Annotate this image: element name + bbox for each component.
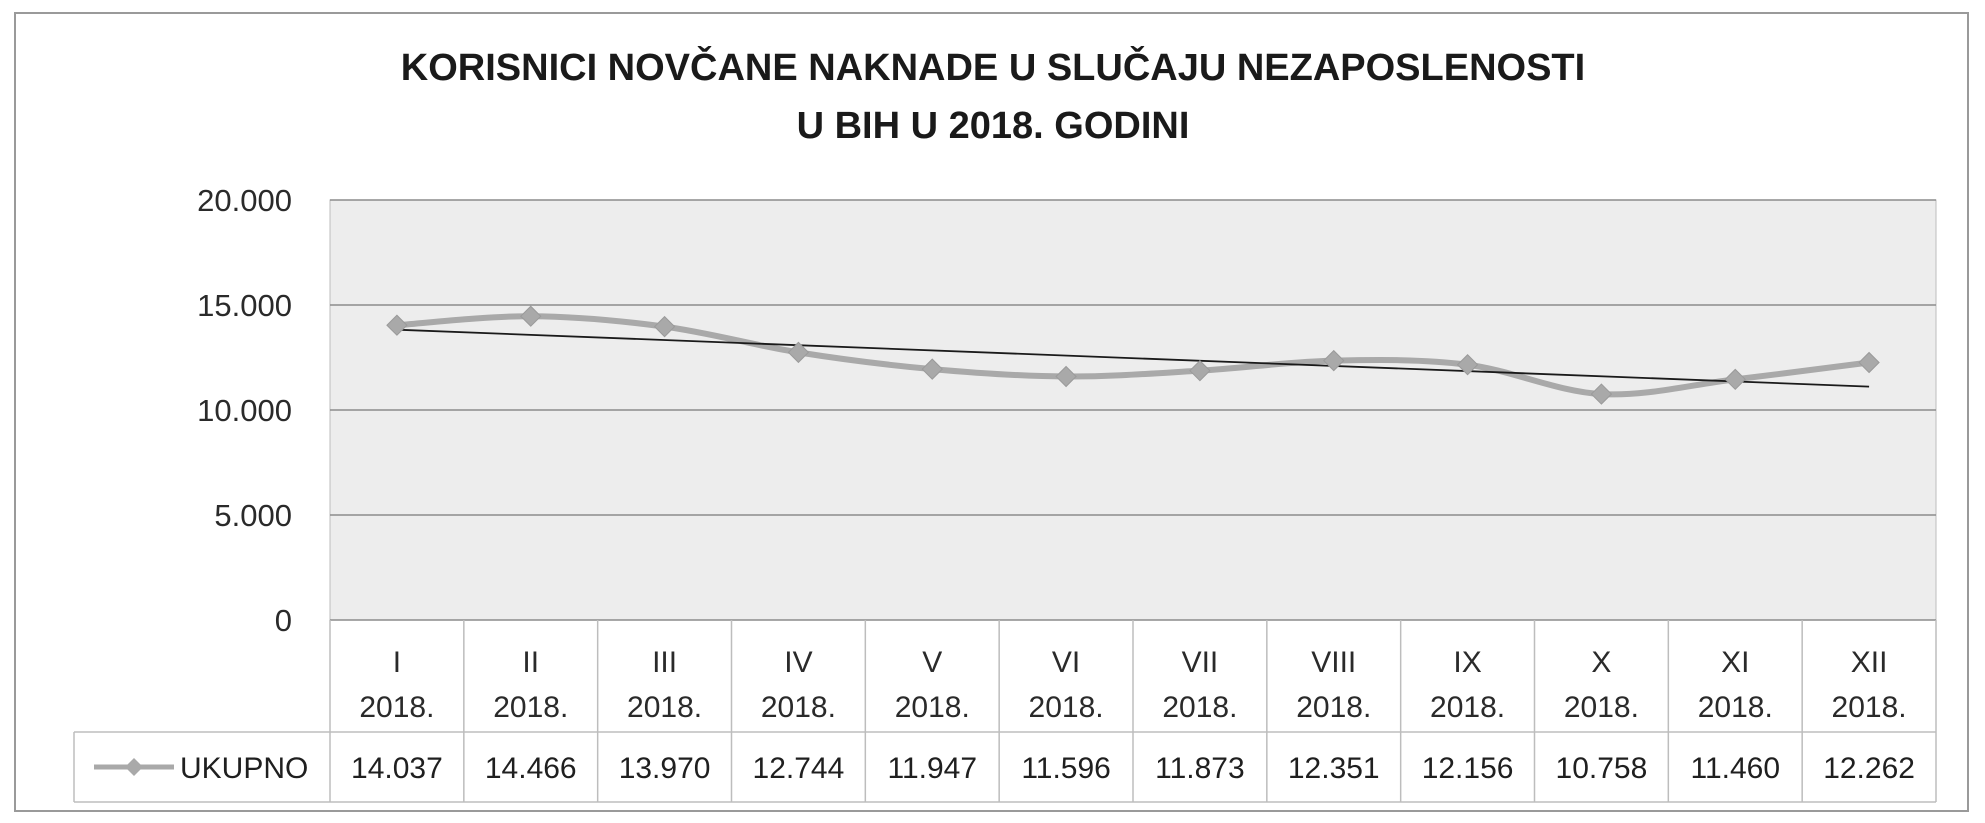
table-value: 12.744 (753, 752, 845, 785)
table-value: 11.873 (1155, 752, 1245, 785)
table-value: 11.596 (1021, 752, 1111, 785)
data-point-marker (386, 314, 408, 336)
x-category-year: 2018. (1162, 691, 1237, 724)
data-point-marker (1858, 351, 1880, 374)
x-category-label: I (393, 646, 401, 679)
table-value: 12.156 (1422, 752, 1514, 785)
data-point-marker (1323, 349, 1345, 372)
table-value: 12.262 (1823, 752, 1915, 785)
table-value: 11.947 (887, 752, 977, 785)
x-category-label: X (1591, 646, 1611, 679)
data-point-marker (1189, 359, 1211, 382)
legend-marker (125, 758, 143, 776)
series-line-ukupno (393, 313, 1873, 398)
x-category-year: 2018. (1296, 691, 1371, 724)
data-point-marker (520, 305, 542, 327)
x-category-year: 2018. (1430, 691, 1505, 724)
data-point-marker (1055, 365, 1077, 388)
data-point-marker (787, 341, 810, 364)
table-value: 13.970 (619, 752, 711, 785)
x-category-label: VI (1052, 646, 1080, 679)
x-category-label: III (652, 646, 677, 679)
legend-label: UKUPNO (180, 752, 308, 785)
trendline (396, 328, 1870, 388)
x-category-year: 2018. (359, 691, 434, 724)
chart-svg: KORISNICI NOVČANE NAKNADE U SLUČAJU NEZA… (73, 44, 1937, 803)
y-tick-label: 10.000 (197, 393, 292, 428)
data-point-marker (1456, 354, 1479, 376)
x-category-label: IX (1453, 646, 1481, 679)
x-category-label: XII (1851, 646, 1888, 679)
x-category-year: 2018. (1029, 691, 1104, 724)
y-tick-label: 20.000 (197, 183, 292, 218)
data-point-marker (1724, 368, 1746, 391)
x-category-label: II (522, 646, 539, 679)
table-value: 14.466 (485, 752, 577, 785)
table-value: 11.460 (1690, 752, 1780, 785)
y-tick-label: 0 (275, 603, 292, 638)
x-category-label: IV (784, 646, 812, 679)
data-point-marker (921, 358, 943, 380)
x-category-year: 2018. (493, 691, 568, 724)
x-category-label: VIII (1311, 646, 1356, 679)
table-value: 10.758 (1556, 752, 1648, 785)
x-category-year: 2018. (761, 691, 836, 724)
table-value: 12.351 (1288, 752, 1380, 785)
y-tick-label: 5.000 (214, 498, 292, 533)
data-point-marker (1590, 383, 1613, 405)
chart-title-line: U BIH U 2018. GODINI (797, 105, 1190, 147)
data-point-marker (653, 315, 676, 338)
x-category-label: V (922, 646, 942, 679)
x-category-label: VII (1182, 646, 1219, 679)
x-category-year: 2018. (895, 691, 970, 724)
x-category-year: 2018. (1564, 691, 1639, 724)
x-category-year: 2018. (627, 691, 702, 724)
x-category-label: XI (1721, 646, 1749, 679)
table-value: 14.037 (351, 752, 443, 785)
y-tick-label: 15.000 (197, 288, 292, 323)
x-category-year: 2018. (1698, 691, 1773, 724)
chart-frame: KORISNICI NOVČANE NAKNADE U SLUČAJU NEZA… (14, 12, 1969, 812)
x-category-year: 2018. (1832, 691, 1907, 724)
chart-title-line: KORISNICI NOVČANE NAKNADE U SLUČAJU NEZA… (401, 44, 1585, 89)
